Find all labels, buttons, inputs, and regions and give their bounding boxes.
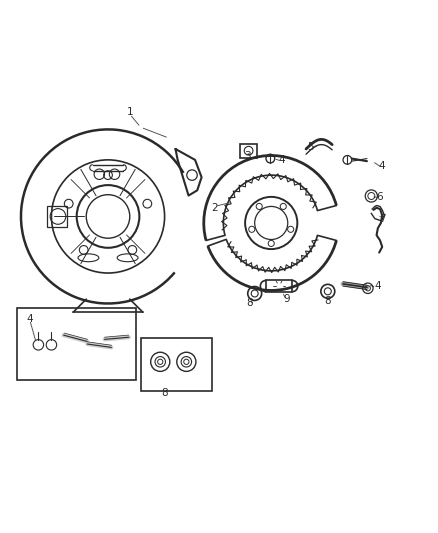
Text: 8: 8 <box>161 387 168 398</box>
Text: 4: 4 <box>279 155 286 165</box>
Bar <box>47 206 67 228</box>
Bar <box>240 144 257 158</box>
Text: 7: 7 <box>379 214 385 224</box>
Bar <box>266 280 292 292</box>
Text: 1: 1 <box>127 107 133 117</box>
Bar <box>17 308 136 379</box>
Text: 4: 4 <box>26 314 33 324</box>
Text: 2: 2 <box>212 203 218 213</box>
Text: 6: 6 <box>377 192 383 202</box>
Text: 3: 3 <box>244 150 251 160</box>
Text: 8: 8 <box>246 298 253 309</box>
Text: 4: 4 <box>379 161 385 172</box>
Text: 8: 8 <box>325 296 331 306</box>
Text: 9: 9 <box>283 294 290 304</box>
Text: 4: 4 <box>374 281 381 291</box>
Bar <box>141 338 212 391</box>
Text: 5: 5 <box>307 142 314 152</box>
